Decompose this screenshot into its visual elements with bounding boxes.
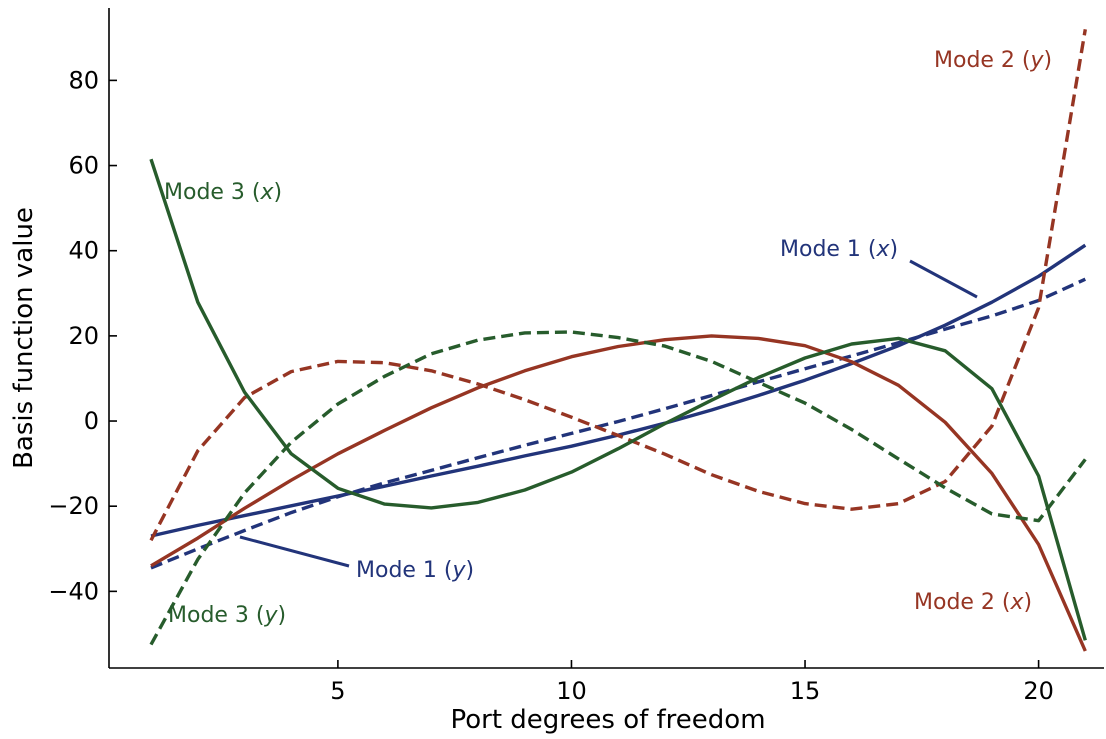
axes: 5 10 15 20 −40 −20 0 20 40 60 80 [48,8,1104,705]
annotation-label: Mode 2 (y) [934,48,1052,73]
annotation-leader-line [909,259,978,299]
y-axis-label: Basis function value [9,207,39,469]
annotation-layer: Mode 1 (x) Mode 1 (y) Mode 2 (y) Mode 2 (x)… [164,48,1052,628]
annotation-label: Mode 2 (x) [914,590,1032,615]
y-tick-label: −20 [48,492,99,520]
annotation-label: Mode 3 (x) [164,180,282,205]
y-tick-label: 80 [68,66,99,94]
y-tick-label: 0 [84,407,99,435]
x-tick-label: 15 [790,677,821,705]
x-tick-label: 10 [556,677,587,705]
annotation-label: Mode 1 (x) [780,237,898,262]
x-tick-label: 20 [1023,677,1054,705]
annotation-leader-line [239,535,350,568]
series-line-1 [150,243,1087,538]
y-tick-label: −40 [48,577,99,605]
x-axis-label: Port degrees of freedom [450,705,765,735]
x-tick-label: 5 [330,677,345,705]
annotation-label: Mode 1 (y) [356,558,474,583]
series-layer [149,29,1087,652]
annotation-label: Mode 3 (y) [168,603,286,628]
y-tick-label: 20 [68,322,99,350]
y-tick-label: 60 [68,152,99,180]
series-line-4 [149,29,1087,542]
y-tick-label: 40 [68,237,99,265]
series-line-5 [149,158,1087,641]
